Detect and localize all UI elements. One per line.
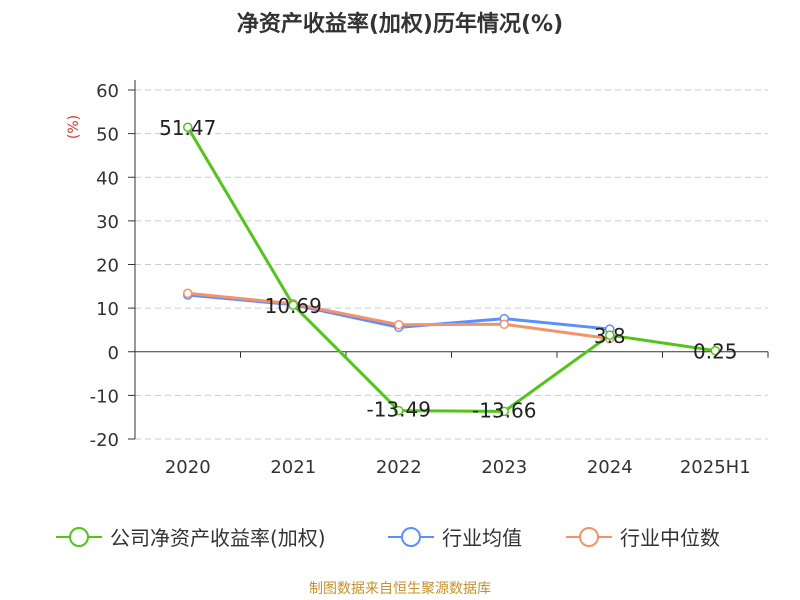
y-tick-label: -10 <box>90 386 119 407</box>
legend-label: 行业均值 <box>442 526 522 550</box>
series-line <box>186 126 716 413</box>
x-tick-label: 2021 <box>270 457 316 478</box>
data-label: -13.66 <box>472 398 536 422</box>
data-label: 3.8 <box>594 324 626 348</box>
data-point <box>710 345 720 356</box>
x-tick-label: 2024 <box>587 457 633 478</box>
data-point <box>605 330 615 340</box>
legend-marker <box>401 527 421 547</box>
y-tick-label: 10 <box>96 299 119 320</box>
data-point <box>499 406 509 417</box>
y-tick-label: 0 <box>108 343 119 364</box>
data-label: 0.25 <box>693 340 738 364</box>
legend-marker <box>579 527 599 547</box>
y-tick-label: 60 <box>96 81 119 102</box>
x-tick-label: 2022 <box>376 457 422 478</box>
data-point <box>394 405 404 416</box>
x-tick-label: 2023 <box>481 457 527 478</box>
x-tick-label: 2020 <box>165 457 211 478</box>
data-point <box>183 122 193 132</box>
chart-title: 净资产收益率(加权)历年情况(%) <box>236 12 564 37</box>
legend-marker <box>69 527 89 547</box>
data-label: -13.49 <box>367 398 431 422</box>
source-note: 制图数据来自恒生聚源数据库 <box>309 581 491 597</box>
y-tick-label: -20 <box>90 430 119 451</box>
data-point <box>183 288 193 299</box>
data-point <box>394 319 404 330</box>
data-label: 10.69 <box>265 294 322 318</box>
x-tick-label: 2025H1 <box>680 457 751 478</box>
y-axis-label: (%) <box>66 115 82 139</box>
legend-label: 公司净资产收益率(加权) <box>110 526 326 550</box>
y-tick-label: 30 <box>96 212 119 233</box>
data-point <box>499 319 509 330</box>
y-tick-label: 20 <box>96 256 119 277</box>
data-point <box>288 300 298 310</box>
data-label: 51.47 <box>159 116 216 140</box>
y-tick-label: 50 <box>96 125 119 146</box>
y-tick-label: 40 <box>96 168 119 189</box>
legend-label: 行业中位数 <box>620 526 720 550</box>
